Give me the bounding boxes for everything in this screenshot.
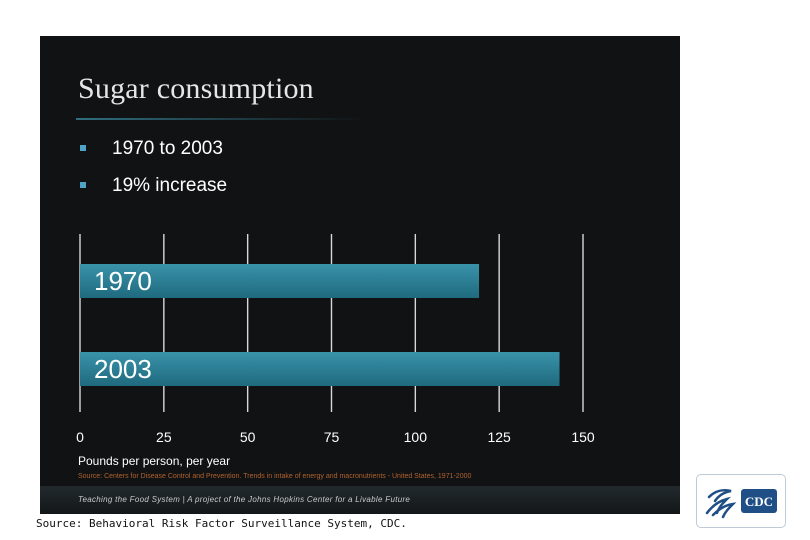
bar: [80, 264, 480, 298]
bar-category-label: 2003: [94, 354, 152, 384]
hhs-eagle-icon: CDC: [705, 489, 777, 519]
slide-footer: Teaching the Food System | A project of …: [40, 486, 680, 514]
bullet-marker: [80, 145, 86, 151]
presentation-slide: Sugar consumption 1970 to 2003 19% incre…: [40, 36, 680, 514]
bar-chart: 1970 2003 0 25 50 75 100 125 150 Pounds per per…: [76, 234, 595, 468]
x-tick-label: 100: [404, 429, 428, 445]
source-note: Source: Centers for Disease Control and …: [78, 473, 472, 480]
page-caption: Source: Behavioral Risk Factor Surveilla…: [36, 517, 407, 530]
title-underline: [76, 118, 366, 120]
x-tick-label: 0: [76, 429, 84, 445]
bullet-text: 1970 to 2003: [112, 138, 223, 159]
x-tick-label: 150: [571, 429, 595, 445]
x-tick-label: 25: [156, 429, 172, 445]
bar-category-label: 1970: [94, 266, 152, 296]
cdc-logo-text: CDC: [745, 494, 773, 509]
footer-text: Teaching the Food System | A project of …: [78, 495, 411, 504]
cdc-logo: CDC: [696, 474, 786, 528]
bullet-text: 19% increase: [112, 175, 228, 196]
x-axis-title: Pounds per person, per year: [78, 454, 230, 468]
bullet-marker: [80, 182, 86, 188]
slide-title: Sugar consumption: [78, 72, 314, 105]
x-tick-label: 125: [487, 429, 511, 445]
x-tick-label: 50: [240, 429, 256, 445]
x-tick-label: 75: [324, 429, 340, 445]
bar: [80, 352, 560, 386]
